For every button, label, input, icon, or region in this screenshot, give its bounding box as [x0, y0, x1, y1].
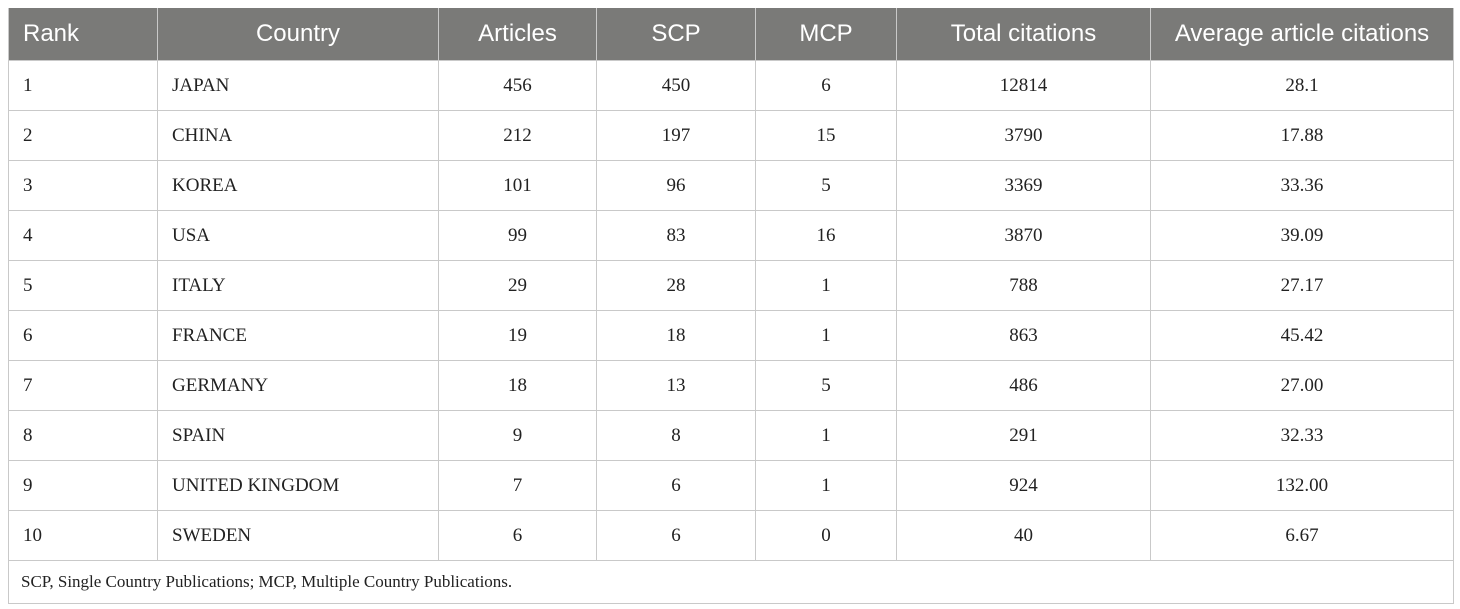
header-articles: Articles: [438, 8, 597, 61]
table-body: 1 JAPAN 456 450 6 12814 28.1 2 CHINA 212 197 15 3790…: [8, 60, 1454, 604]
cell-total-citations: 40: [896, 510, 1151, 561]
cell-rank: 10: [8, 510, 158, 561]
cell-average-article-citations: 28.1: [1150, 60, 1454, 111]
cell-rank: 5: [8, 260, 158, 311]
cell-scp: 18: [596, 310, 756, 361]
cell-country: JAPAN: [157, 60, 439, 111]
cell-mcp: 15: [755, 110, 897, 161]
table-row: 3 KOREA 101 96 5 3369 33.36: [8, 160, 1454, 211]
cell-average-article-citations: 32.33: [1150, 410, 1454, 461]
cell-mcp: 1: [755, 410, 897, 461]
cell-country: KOREA: [157, 160, 439, 211]
table-footnote: SCP, Single Country Publications; MCP, M…: [8, 560, 1454, 604]
cell-articles: 212: [438, 110, 597, 161]
header-row: Rank Country Articles SCP MCP Total cita…: [8, 8, 1454, 61]
cell-scp: 6: [596, 510, 756, 561]
header-average-article-citations: Average article citations: [1150, 8, 1454, 61]
cell-mcp: 6: [755, 60, 897, 111]
cell-total-citations: 924: [896, 460, 1151, 511]
cell-country: SWEDEN: [157, 510, 439, 561]
cell-average-article-citations: 27.00: [1150, 360, 1454, 411]
cell-articles: 19: [438, 310, 597, 361]
cell-total-citations: 863: [896, 310, 1151, 361]
header-total-citations: Total citations: [896, 8, 1151, 61]
cell-rank: 2: [8, 110, 158, 161]
cell-rank: 6: [8, 310, 158, 361]
table-row: 7 GERMANY 18 13 5 486 27.00: [8, 360, 1454, 411]
cell-country: USA: [157, 210, 439, 261]
cell-total-citations: 3790: [896, 110, 1151, 161]
cell-articles: 9: [438, 410, 597, 461]
cell-rank: 8: [8, 410, 158, 461]
cell-articles: 7: [438, 460, 597, 511]
cell-country: CHINA: [157, 110, 439, 161]
cell-articles: 99: [438, 210, 597, 261]
cell-total-citations: 486: [896, 360, 1151, 411]
header-mcp: MCP: [755, 8, 897, 61]
header-country: Country: [157, 8, 439, 61]
cell-mcp: 16: [755, 210, 897, 261]
cell-total-citations: 291: [896, 410, 1151, 461]
table-row: 1 JAPAN 456 450 6 12814 28.1: [8, 60, 1454, 111]
cell-country: FRANCE: [157, 310, 439, 361]
cell-rank: 7: [8, 360, 158, 411]
cell-mcp: 1: [755, 310, 897, 361]
cell-articles: 18: [438, 360, 597, 411]
table-row: 10 SWEDEN 6 6 0 40 6.67: [8, 510, 1454, 561]
country-table: Rank Country Articles SCP MCP Total cita…: [8, 8, 1454, 604]
cell-country: ITALY: [157, 260, 439, 311]
table-row: 8 SPAIN 9 8 1 291 32.33: [8, 410, 1454, 461]
cell-mcp: 5: [755, 160, 897, 211]
cell-articles: 6: [438, 510, 597, 561]
cell-total-citations: 788: [896, 260, 1151, 311]
footnote-row: SCP, Single Country Publications; MCP, M…: [8, 560, 1454, 604]
table-row: 4 USA 99 83 16 3870 39.09: [8, 210, 1454, 261]
cell-scp: 28: [596, 260, 756, 311]
cell-rank: 3: [8, 160, 158, 211]
cell-scp: 96: [596, 160, 756, 211]
table-row: 2 CHINA 212 197 15 3790 17.88: [8, 110, 1454, 161]
cell-average-article-citations: 39.09: [1150, 210, 1454, 261]
header-rank: Rank: [8, 8, 158, 61]
cell-country: SPAIN: [157, 410, 439, 461]
cell-average-article-citations: 45.42: [1150, 310, 1454, 361]
table-row: 9 UNITED KINGDOM 7 6 1 924 132.00: [8, 460, 1454, 511]
country-table-container: Rank Country Articles SCP MCP Total cita…: [8, 8, 1454, 604]
cell-scp: 197: [596, 110, 756, 161]
cell-mcp: 0: [755, 510, 897, 561]
cell-total-citations: 3369: [896, 160, 1151, 211]
cell-rank: 1: [8, 60, 158, 111]
table-row: 5 ITALY 29 28 1 788 27.17: [8, 260, 1454, 311]
cell-average-article-citations: 27.17: [1150, 260, 1454, 311]
cell-rank: 9: [8, 460, 158, 511]
cell-mcp: 5: [755, 360, 897, 411]
cell-average-article-citations: 6.67: [1150, 510, 1454, 561]
cell-scp: 8: [596, 410, 756, 461]
cell-country: GERMANY: [157, 360, 439, 411]
cell-average-article-citations: 132.00: [1150, 460, 1454, 511]
cell-country: UNITED KINGDOM: [157, 460, 439, 511]
cell-scp: 450: [596, 60, 756, 111]
cell-scp: 13: [596, 360, 756, 411]
cell-articles: 101: [438, 160, 597, 211]
cell-articles: 456: [438, 60, 597, 111]
cell-rank: 4: [8, 210, 158, 261]
cell-articles: 29: [438, 260, 597, 311]
header-scp: SCP: [596, 8, 756, 61]
cell-scp: 6: [596, 460, 756, 511]
cell-scp: 83: [596, 210, 756, 261]
cell-average-article-citations: 17.88: [1150, 110, 1454, 161]
cell-average-article-citations: 33.36: [1150, 160, 1454, 211]
cell-mcp: 1: [755, 460, 897, 511]
cell-total-citations: 3870: [896, 210, 1151, 261]
table-row: 6 FRANCE 19 18 1 863 45.42: [8, 310, 1454, 361]
cell-total-citations: 12814: [896, 60, 1151, 111]
cell-mcp: 1: [755, 260, 897, 311]
